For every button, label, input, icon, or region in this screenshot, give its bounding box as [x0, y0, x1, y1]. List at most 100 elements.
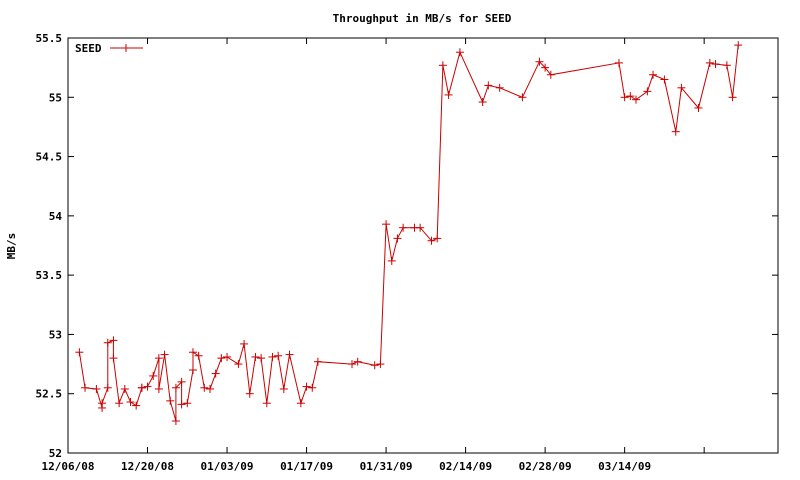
- data-point: [171, 383, 180, 392]
- x-tick-label: 02/14/09: [439, 460, 492, 473]
- data-point: [416, 223, 425, 232]
- x-tick-label: 01/17/09: [280, 460, 333, 473]
- data-point: [518, 93, 527, 102]
- data-point: [81, 383, 90, 392]
- y-axis-label: MB/s: [5, 233, 18, 260]
- data-point: [240, 339, 249, 348]
- data-point: [98, 399, 107, 408]
- series-layer: [75, 41, 743, 425]
- x-tick-label: 12/20/08: [121, 460, 174, 473]
- data-point: [705, 58, 714, 67]
- x-tick-label: 02/28/09: [519, 460, 572, 473]
- data-point: [166, 396, 175, 405]
- data-point: [438, 61, 447, 70]
- data-point: [177, 400, 186, 409]
- data-point: [75, 348, 84, 357]
- chart-title: Throughput in MB/s for SEED: [333, 12, 512, 25]
- data-point: [154, 354, 163, 363]
- legend-label-seed: SEED: [75, 42, 102, 55]
- y-axis: 52 52.5 53 53.5 54 54.5 55 55.5: [36, 32, 778, 460]
- data-point: [535, 57, 544, 66]
- data-point: [495, 83, 504, 92]
- data-point: [376, 360, 385, 369]
- data-point: [370, 361, 379, 370]
- data-point: [660, 75, 669, 84]
- data-point: [382, 220, 391, 229]
- y-tick-label: 55: [49, 91, 62, 104]
- data-point: [211, 369, 220, 378]
- x-tick-label: 03/14/09: [598, 460, 651, 473]
- data-point: [711, 60, 720, 69]
- data-point: [671, 127, 680, 136]
- data-point: [137, 383, 146, 392]
- plot-frame: [67, 37, 779, 454]
- x-tick-label: 01/03/09: [201, 460, 254, 473]
- data-point: [285, 350, 294, 359]
- y-tick-label: 53.5: [36, 269, 63, 282]
- x-axis: 12/06/08 12/20/08 01/03/09 01/17/09 01/31/09…: [42, 38, 705, 473]
- data-point: [188, 366, 197, 374]
- data-point: [109, 354, 118, 363]
- data-point: [728, 93, 737, 102]
- data-point: [177, 377, 186, 386]
- data-point: [160, 350, 169, 359]
- data-point: [302, 382, 311, 391]
- data-point: [103, 383, 112, 392]
- data-point: [296, 399, 305, 408]
- data-point: [268, 352, 277, 361]
- data-point: [279, 384, 288, 393]
- y-tick-label: 54: [49, 210, 63, 223]
- data-point: [217, 354, 226, 363]
- x-tick-label: 12/06/08: [42, 460, 95, 473]
- data-point: [109, 336, 118, 345]
- data-point: [399, 223, 408, 232]
- data-point: [308, 383, 317, 392]
- data-point: [632, 95, 640, 104]
- data-point: [171, 416, 180, 425]
- x-tick-label: 01/31/09: [360, 460, 413, 473]
- data-point: [353, 357, 362, 366]
- data-point: [206, 384, 214, 393]
- data-point: [313, 357, 322, 366]
- data-point: [677, 83, 686, 92]
- data-point: [444, 90, 453, 99]
- data-point: [620, 93, 629, 102]
- data-point: [455, 48, 464, 57]
- data-point: [200, 383, 209, 392]
- data-point: [387, 256, 396, 265]
- data-point: [348, 360, 356, 369]
- data-point: [188, 348, 197, 357]
- data-point: [626, 92, 635, 101]
- y-tick-label: 53: [49, 328, 62, 341]
- series-line-seed: [78, 45, 739, 422]
- data-point: [234, 360, 243, 369]
- legend-marker-seed: [122, 44, 130, 52]
- data-point: [649, 70, 658, 79]
- y-tick-label: 52.5: [36, 388, 63, 401]
- data-point: [251, 352, 260, 361]
- data-point: [433, 234, 442, 243]
- data-point: [154, 384, 163, 393]
- data-point: [274, 351, 283, 360]
- data-point: [262, 399, 271, 408]
- data-point: [478, 98, 487, 107]
- data-point: [126, 398, 135, 407]
- data-point: [541, 63, 550, 72]
- data-point: [245, 389, 254, 398]
- data-point: [722, 61, 731, 70]
- data-point: [484, 81, 493, 90]
- data-point: [120, 384, 129, 393]
- data-point: [643, 87, 652, 96]
- data-point: [194, 351, 203, 360]
- data-point: [103, 338, 112, 347]
- y-tick-label: 55.5: [36, 32, 63, 45]
- data-point: [132, 401, 141, 410]
- data-point: [393, 234, 402, 243]
- data-point: [694, 103, 703, 112]
- data-point: [734, 41, 743, 50]
- data-point: [143, 382, 152, 391]
- data-point: [614, 58, 623, 67]
- legend: SEED: [75, 42, 143, 55]
- data-point: [257, 354, 266, 363]
